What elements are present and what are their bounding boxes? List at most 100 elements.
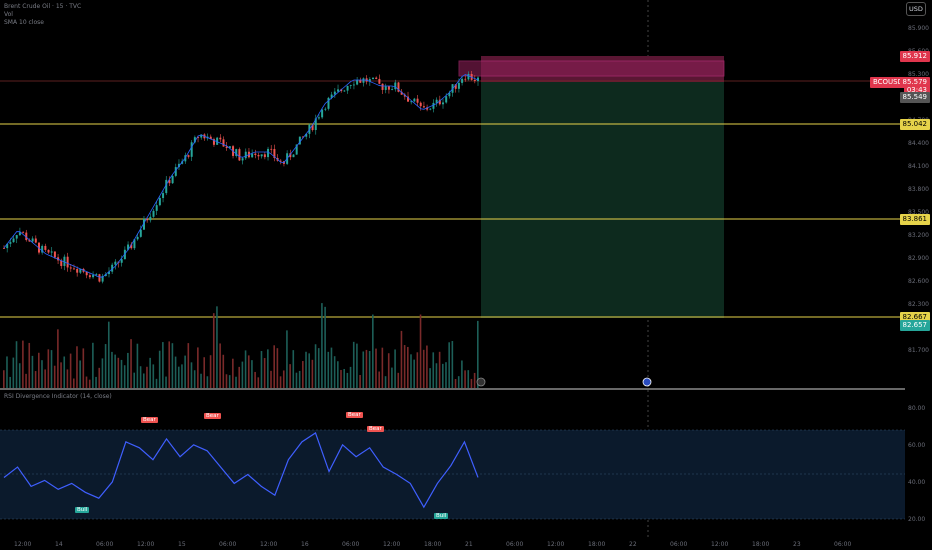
candles xyxy=(3,71,479,284)
candle-body xyxy=(111,264,114,272)
symbol-title: Brent Crude Oil · 15 · TVC xyxy=(4,3,82,10)
bull-label: Bull xyxy=(75,507,90,513)
time-tick: 06:00 xyxy=(96,541,113,548)
volume-bar xyxy=(22,340,24,388)
candle-body xyxy=(438,99,441,105)
target-zone xyxy=(481,82,724,318)
volume-bar xyxy=(419,314,422,388)
candle-body xyxy=(457,82,460,89)
candle-body xyxy=(359,79,362,83)
volume-bar xyxy=(477,320,479,388)
candle-body xyxy=(416,98,419,103)
volume-bar xyxy=(136,343,139,388)
candle-body xyxy=(314,118,317,131)
volume-bar xyxy=(457,376,460,388)
candle-body xyxy=(225,146,228,149)
time-tick: 18:00 xyxy=(752,541,769,548)
candle-body xyxy=(25,232,28,241)
candle-body xyxy=(114,261,117,265)
bear-label: Bear xyxy=(367,426,384,432)
volume-bar xyxy=(146,366,148,388)
price-tick: 85.900 xyxy=(908,25,929,32)
volume-bar xyxy=(298,370,301,388)
candle-body xyxy=(3,248,5,249)
candle-body xyxy=(349,85,352,86)
volume-bar xyxy=(114,354,116,388)
volume-bar xyxy=(286,330,288,388)
candle-body xyxy=(273,148,276,158)
time-tick: 06:00 xyxy=(342,541,359,548)
volume-bar xyxy=(6,356,8,388)
volume-bar xyxy=(302,361,304,388)
candle-body xyxy=(127,244,130,250)
volume-bar xyxy=(251,360,253,388)
volume-bar xyxy=(34,371,37,388)
time-tick: 06:00 xyxy=(506,541,523,548)
candle-body xyxy=(133,239,136,249)
candle-body xyxy=(190,142,193,157)
volume-bar xyxy=(219,343,221,388)
volume-bar xyxy=(187,343,190,388)
volume-bar xyxy=(50,350,53,388)
sma-line xyxy=(3,74,479,278)
volume-bar xyxy=(422,349,425,388)
candle-body xyxy=(387,86,390,90)
event-icon[interactable] xyxy=(476,377,486,387)
volume-bar xyxy=(3,370,5,388)
candle-body xyxy=(244,151,247,159)
level-label-1: 85.042 xyxy=(899,119,930,130)
candle-body xyxy=(461,78,464,83)
volume-bar xyxy=(375,348,377,388)
volume-bar xyxy=(149,357,151,388)
sma-label: SMA 10 close xyxy=(4,19,44,26)
time-tick: 18:00 xyxy=(424,541,441,548)
candle-body xyxy=(174,167,177,176)
time-tick: 12:00 xyxy=(260,541,277,548)
time-tick: 12:00 xyxy=(383,541,400,548)
volume-bar xyxy=(12,357,15,388)
currency-button[interactable]: USD xyxy=(906,2,926,16)
volume-bar xyxy=(222,354,225,388)
candle-body xyxy=(44,245,47,250)
us-flag-icon[interactable] xyxy=(642,377,652,387)
candle-body xyxy=(445,96,448,103)
volume-bar xyxy=(206,376,209,388)
candle-body xyxy=(162,193,165,199)
volume-bar xyxy=(473,372,476,388)
candle-body xyxy=(209,136,212,140)
level-label-2: 83.861 xyxy=(899,214,930,225)
candle-body xyxy=(146,218,149,221)
candle-body xyxy=(18,232,21,236)
volume-bar xyxy=(372,314,374,388)
candle-body xyxy=(171,175,174,184)
candle-body xyxy=(442,102,445,105)
candle-body xyxy=(76,269,79,273)
volume-bar xyxy=(107,321,110,388)
candle-body xyxy=(187,155,190,157)
volume-bar xyxy=(311,359,314,388)
candle-body xyxy=(394,82,397,90)
volume-bar xyxy=(381,347,384,388)
candle-body xyxy=(292,154,295,158)
volume-bar xyxy=(305,351,307,388)
rsi-axis: 80.00 60.00 40.00 20.00 xyxy=(908,405,925,523)
volume-bar xyxy=(85,376,88,388)
price-axis: 85.90085.60085.30085.00084.70084.40084.1… xyxy=(908,25,929,354)
time-tick: 12:00 xyxy=(711,541,728,548)
volume-bar xyxy=(314,344,317,388)
candle-body xyxy=(254,153,257,155)
candle-body xyxy=(6,243,9,249)
candle-body xyxy=(432,102,435,109)
candle-body xyxy=(130,244,133,249)
volume-bar xyxy=(330,347,333,388)
volume-bar xyxy=(209,355,212,388)
volume-bar xyxy=(120,359,123,388)
time-tick: 16 xyxy=(301,541,309,548)
candle-body xyxy=(139,229,142,237)
candle-body xyxy=(31,238,34,242)
time-tick: 15 xyxy=(178,541,186,548)
chart-legend: Brent Crude Oil · 15 · TVC Vol SMA 10 cl… xyxy=(4,3,81,27)
candle-body xyxy=(321,109,324,118)
volume-bar xyxy=(41,360,43,388)
